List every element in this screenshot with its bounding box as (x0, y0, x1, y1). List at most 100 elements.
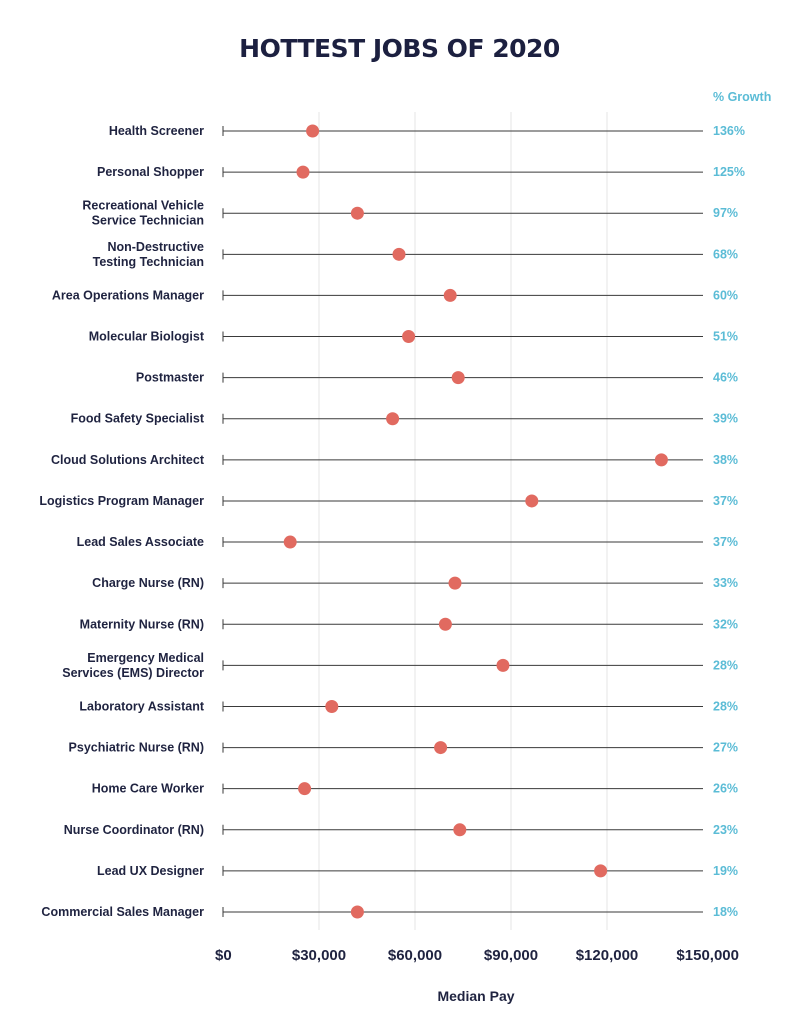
pay-point (296, 165, 310, 179)
job-label: Lead Sales Associate (77, 535, 204, 549)
x-tick-label: $120,000 (576, 947, 639, 964)
pay-point (448, 576, 462, 590)
job-row: Commercial Sales Manager 18% (41, 905, 738, 919)
job-row: Laboratory Assistant 28% (79, 699, 738, 713)
growth-value: 51% (713, 330, 738, 344)
job-row: Charge Nurse (RN) 33% (92, 576, 738, 590)
pay-point (392, 247, 406, 261)
job-label-line: Commercial Sales Manager (41, 905, 204, 919)
job-label-line: Nurse Coordinator (RN) (64, 823, 204, 837)
job-label: Psychiatric Nurse (RN) (69, 741, 204, 755)
pay-point (306, 124, 320, 138)
growth-value: 26% (713, 782, 738, 796)
job-row: Recreational Vehicle Service Technician 97… (82, 199, 738, 228)
job-label: Non-Destructive Testing Technician (93, 240, 204, 269)
job-label: Lead UX Designer (97, 864, 204, 878)
chart-title: HOTTEST JOBS OF 2020 (239, 34, 560, 63)
job-label: Laboratory Assistant (79, 699, 204, 713)
pay-point (325, 699, 339, 713)
job-label: Cloud Solutions Architect (51, 453, 205, 467)
job-row: Emergency Medical Services (EMS) Director… (62, 651, 738, 680)
job-label-line: Emergency Medical (87, 651, 204, 665)
job-label-line: Home Care Worker (92, 782, 204, 796)
x-tick-label: $60,000 (388, 947, 442, 964)
pay-point (654, 453, 668, 467)
job-row: Maternity Nurse (RN) 32% (80, 617, 738, 631)
growth-value: 125% (713, 165, 745, 179)
growth-header: % Growth (713, 90, 771, 104)
growth-value: 23% (713, 823, 738, 837)
growth-value: 18% (713, 905, 738, 919)
job-label: Maternity Nurse (RN) (80, 617, 204, 631)
x-axis-title: Median Pay (437, 988, 514, 1004)
job-label-line: Charge Nurse (RN) (92, 576, 204, 590)
pay-point (594, 864, 608, 878)
growth-value: 37% (713, 535, 738, 549)
growth-value: 60% (713, 288, 738, 302)
job-row: Molecular Biologist 51% (89, 330, 738, 344)
job-label-line: Testing Technician (93, 255, 204, 269)
job-row: Lead Sales Associate 37% (77, 535, 738, 549)
job-label-line: Postmaster (136, 371, 204, 385)
x-tick-label: $30,000 (292, 947, 346, 964)
job-label-line: Maternity Nurse (RN) (80, 617, 204, 631)
job-row: Postmaster 46% (136, 371, 738, 385)
job-label: Emergency Medical Services (EMS) Director (62, 651, 204, 680)
pay-point (298, 782, 312, 796)
pay-point (443, 288, 457, 302)
job-label-line: Service Technician (92, 214, 204, 228)
growth-value: 38% (713, 453, 738, 467)
pay-point (386, 412, 400, 426)
growth-value: 28% (713, 699, 738, 713)
job-label-line: Laboratory Assistant (79, 699, 204, 713)
growth-value: 37% (713, 494, 738, 508)
job-label: Charge Nurse (RN) (92, 576, 204, 590)
x-tick-label: $0 (215, 947, 232, 964)
pay-point (350, 206, 364, 220)
job-label: Molecular Biologist (89, 330, 205, 344)
job-row: Psychiatric Nurse (RN) 27% (69, 741, 739, 755)
x-tick-label: $90,000 (484, 947, 538, 964)
job-row: Health Screener 136% (109, 124, 745, 138)
pay-point (453, 823, 467, 837)
pay-point (438, 617, 452, 631)
job-label: Recreational Vehicle Service Technician (82, 199, 204, 228)
job-label: Area Operations Manager (52, 288, 204, 302)
pay-point (434, 741, 448, 755)
job-label: Postmaster (136, 371, 204, 385)
growth-value: 28% (713, 658, 738, 672)
job-label-line: Food Safety Specialist (71, 412, 205, 426)
job-row: Cloud Solutions Architect 38% (51, 453, 738, 467)
pay-point (350, 905, 364, 919)
job-label-line: Recreational Vehicle (82, 199, 204, 213)
job-label: Home Care Worker (92, 782, 204, 796)
job-label-line: Health Screener (109, 124, 204, 138)
growth-value: 97% (713, 206, 738, 220)
job-label: Health Screener (109, 124, 204, 138)
job-label: Personal Shopper (97, 165, 204, 179)
pay-point (283, 535, 297, 549)
job-label: Logistics Program Manager (39, 494, 204, 508)
growth-value: 32% (713, 617, 738, 631)
growth-value: 136% (713, 124, 745, 138)
job-row: Logistics Program Manager 37% (39, 494, 738, 508)
job-row: Home Care Worker 26% (92, 782, 738, 796)
growth-value: 39% (713, 412, 738, 426)
growth-value: 19% (713, 864, 738, 878)
job-row: Lead UX Designer 19% (97, 864, 738, 878)
job-row: Non-Destructive Testing Technician 68% (93, 240, 738, 269)
grid-lines (318, 112, 608, 930)
growth-value: 33% (713, 576, 738, 590)
job-row: Nurse Coordinator (RN) 23% (64, 823, 738, 837)
job-label-line: Area Operations Manager (52, 288, 204, 302)
job-label-line: Molecular Biologist (89, 330, 205, 344)
pay-point (496, 658, 510, 672)
x-axis: $0 $30,000 $60,000 $90,000 $120,000 $150,000 (215, 947, 739, 964)
job-label-line: Lead UX Designer (97, 864, 204, 878)
job-label-line: Cloud Solutions Architect (51, 453, 205, 467)
job-row: Area Operations Manager 60% (52, 288, 738, 302)
job-label: Commercial Sales Manager (41, 905, 204, 919)
pay-point (451, 371, 465, 385)
job-label-line: Services (EMS) Director (62, 666, 204, 680)
